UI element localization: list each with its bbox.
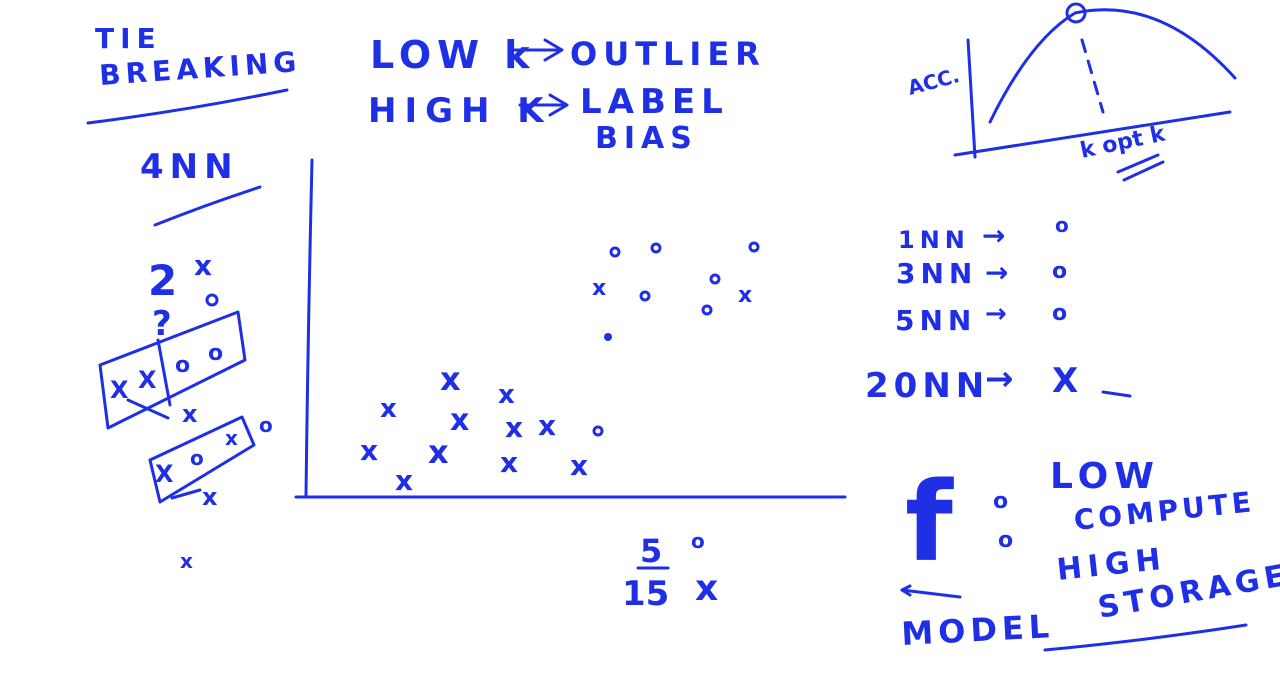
- cross-point: x: [538, 409, 556, 442]
- knn-result-k: 5NN: [895, 304, 976, 337]
- loose-circle-2: o: [259, 413, 273, 437]
- box2-mark-1: X: [155, 460, 174, 488]
- circle-point: [748, 241, 760, 253]
- knn-4nn-label: 4NN: [140, 147, 239, 187]
- scatter-crosses: x x x x x x x x x x x x x: [360, 276, 752, 497]
- knn-results-list: 1NN → o 3NN → o 5NN → o 20NN → X: [865, 213, 1132, 406]
- acc-xlabel-underline: [1116, 153, 1165, 182]
- query-point: [604, 333, 612, 341]
- cross-point: x: [592, 276, 606, 301]
- fraction-x: x: [695, 568, 718, 609]
- box1-mark-4: o: [208, 341, 223, 366]
- model-arrowhead: [900, 584, 912, 597]
- loose-cross-2: x: [202, 483, 218, 511]
- knn-4nn-underline: [153, 185, 262, 227]
- model-o-2: o: [998, 528, 1013, 553]
- fraction-o: o: [691, 529, 705, 553]
- acc-curve: [988, 8, 1237, 124]
- tie-box-2: [148, 415, 256, 504]
- knn-result-label: o: [1052, 301, 1067, 326]
- knn-result-k: 3NN: [896, 257, 977, 290]
- box2-tail: [170, 488, 202, 500]
- tie-box-1: [98, 310, 247, 430]
- count-question: ?: [152, 304, 172, 344]
- tie-breaking-title-line1: TIE: [95, 22, 162, 55]
- cross-point: x: [505, 411, 523, 444]
- count-symbol: x: [194, 249, 212, 282]
- acc-ylabel: ACC.: [905, 63, 962, 100]
- box1-mark-1: X: [110, 376, 129, 404]
- acc-peak-dashes: [1080, 38, 1105, 114]
- box2-mark-3: x: [225, 426, 238, 450]
- acc-x-axis: [953, 110, 1232, 157]
- model-label: MODEL: [900, 607, 1055, 653]
- acc-peak-marker: [1065, 2, 1087, 24]
- cross-point: x: [500, 446, 518, 479]
- fraction-numerator: 5: [640, 532, 662, 570]
- model-storage-underline: [1043, 623, 1248, 652]
- knn-result-arrow: →: [985, 359, 1014, 399]
- low-k-result: OUTLIER: [570, 35, 766, 73]
- circle-point: [639, 290, 651, 302]
- knn-result-dash: [1101, 390, 1132, 398]
- box1-mark-3: o: [175, 353, 190, 378]
- tie-breaking-underline: [86, 88, 289, 125]
- knn-result-label: X: [1052, 361, 1078, 401]
- knn-result-k: 20NN: [865, 366, 989, 406]
- box1-tail: [126, 398, 170, 420]
- loose-circle-1: [205, 293, 219, 307]
- loose-cross-1: x: [182, 400, 198, 428]
- fraction-denominator: 15: [622, 574, 669, 614]
- tie-box-1-divider: [156, 338, 172, 407]
- cross-point: x: [395, 464, 413, 497]
- knn-result-arrow: →: [985, 299, 1007, 329]
- cross-point: x: [498, 380, 515, 410]
- low-k-label: LOW k: [370, 33, 536, 77]
- acc-y-axis: [966, 38, 977, 159]
- high-k-result-line1: LABEL: [580, 82, 729, 122]
- cross-point: x: [738, 283, 752, 308]
- box2-mark-2: o: [190, 446, 204, 470]
- circle-point: [650, 242, 662, 254]
- cross-point: x: [360, 434, 378, 467]
- cross-point: x: [428, 433, 449, 471]
- knn-result-arrow: →: [985, 256, 1008, 289]
- high-k-result-line2: BIAS: [595, 121, 698, 156]
- cross-point: x: [450, 403, 469, 438]
- circle-point: [701, 304, 713, 316]
- scatter-y-axis: [304, 158, 314, 497]
- high-k-label: HIGH K: [368, 91, 552, 131]
- knn-result-k: 1NN: [898, 226, 970, 254]
- model-f-symbol: f: [905, 458, 954, 586]
- count-two: 2: [148, 256, 177, 305]
- circle-point: [592, 425, 604, 437]
- model-overline: [900, 588, 962, 599]
- box1-mark-2: X: [138, 366, 157, 394]
- model-o-1: o: [993, 489, 1008, 514]
- cross-point: x: [440, 360, 461, 398]
- model-low: LOW: [1050, 456, 1160, 497]
- cross-point: x: [380, 394, 397, 424]
- low-k-arrow: [513, 38, 564, 62]
- cross-point: x: [570, 449, 588, 482]
- circle-point: [609, 246, 621, 258]
- loose-cross-3: x: [180, 549, 193, 573]
- knn-result-label: o: [1055, 213, 1069, 237]
- knn-result-arrow: →: [982, 219, 1005, 252]
- knn-result-label: o: [1052, 259, 1067, 284]
- high-k-arrow: [518, 93, 569, 117]
- circle-point: [709, 273, 721, 285]
- scatter-circles: [592, 241, 760, 437]
